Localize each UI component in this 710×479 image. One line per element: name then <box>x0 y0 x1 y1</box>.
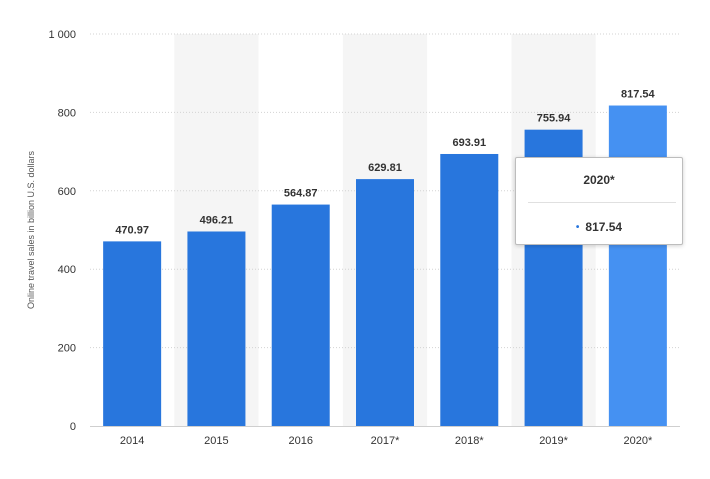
tooltip: 2020* • 817.54 <box>515 157 683 245</box>
data-label: 817.54 <box>621 89 656 101</box>
data-label: 470.97 <box>115 224 149 236</box>
data-label: 496.21 <box>200 214 234 226</box>
data-label: 693.91 <box>452 137 486 149</box>
bars <box>103 105 667 427</box>
x-tick-label: 2019* <box>539 435 568 447</box>
x-tick-label: 2018* <box>455 435 484 447</box>
y-axis-label: Online travel sales in billion U.S. doll… <box>26 150 36 309</box>
bar[interactable] <box>608 105 667 426</box>
tooltip-value: 817.54 <box>585 220 623 234</box>
x-axis-ticks: 2014 2015 2016 2017* 2018* 2019* 2020* <box>120 435 653 447</box>
x-tick-label: 2020* <box>623 435 652 447</box>
bar[interactable] <box>187 231 246 426</box>
y-tick-label: 200 <box>58 343 76 355</box>
bar[interactable] <box>440 153 499 426</box>
x-tick-label: 2015 <box>204 435 228 447</box>
x-tick-label: 2016 <box>288 435 312 447</box>
tooltip-row: • 817.54 <box>516 220 682 234</box>
bar[interactable] <box>271 204 330 426</box>
x-tick-label: 2014 <box>120 435 144 447</box>
y-tick-label: 800 <box>58 107 76 119</box>
y-axis-ticks: 0 200 400 600 800 1 000 <box>48 29 76 433</box>
y-tick-label: 0 <box>70 421 76 433</box>
bar[interactable] <box>103 241 162 426</box>
data-label: 564.87 <box>284 188 318 200</box>
data-label: 629.81 <box>368 162 402 174</box>
tooltip-title: 2020* <box>583 173 615 187</box>
x-tick-label: 2017* <box>371 435 400 447</box>
tooltip-divider <box>528 202 676 203</box>
bar[interactable] <box>356 179 414 426</box>
y-tick-label: 400 <box>58 264 76 276</box>
y-tick-label: 600 <box>58 186 76 198</box>
series-marker-icon: • <box>575 222 580 233</box>
data-labels: 470.97 496.21 564.87 629.81 693.91 755.94 817.… <box>115 89 655 237</box>
data-label: 755.94 <box>537 113 572 125</box>
y-tick-label: 1 000 <box>48 29 76 41</box>
